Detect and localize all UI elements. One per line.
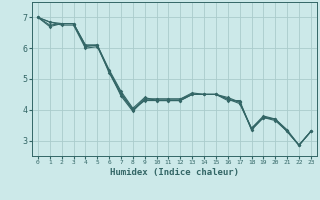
X-axis label: Humidex (Indice chaleur): Humidex (Indice chaleur) — [110, 168, 239, 177]
